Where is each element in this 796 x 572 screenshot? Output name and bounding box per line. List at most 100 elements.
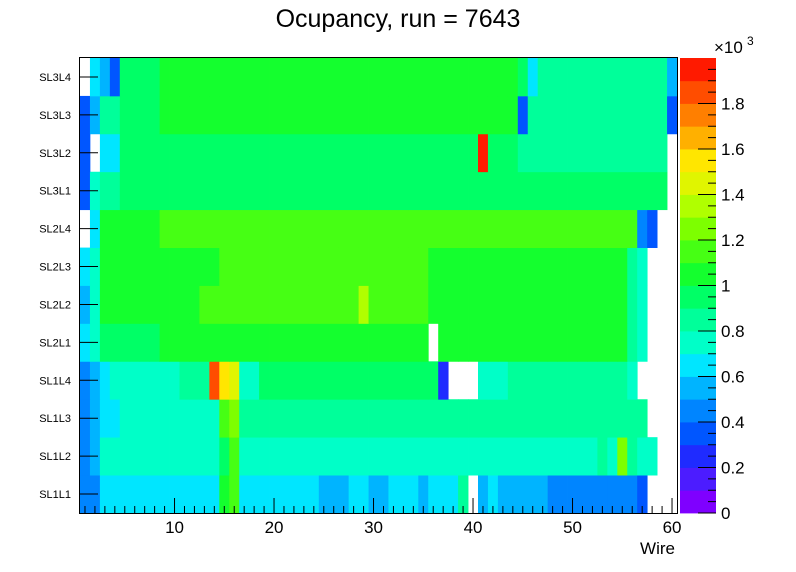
- heatmap-cell: [388, 95, 399, 135]
- heatmap-cell: [348, 58, 359, 97]
- heatmap-cell: [259, 171, 270, 211]
- heatmap-cell: [597, 209, 608, 248]
- colorbar-segment: [680, 422, 716, 446]
- heatmap-cell: [378, 171, 389, 211]
- heatmap-cell: [428, 247, 439, 286]
- heatmap-cells: [80, 58, 678, 514]
- heatmap-cell: [159, 209, 170, 248]
- colorbar-segment: [680, 194, 716, 218]
- heatmap-cell: [478, 247, 489, 286]
- heatmap-cell: [149, 361, 160, 400]
- heatmap-cell: [229, 247, 240, 286]
- heatmap-cell: [119, 95, 131, 135]
- heatmap-cell: [438, 285, 449, 324]
- heatmap-cell: [279, 209, 290, 248]
- heatmap-cell: [497, 95, 509, 135]
- heatmap-cell: [249, 399, 260, 438]
- heatmap-cell: [298, 209, 310, 248]
- heatmap-cell: [249, 58, 260, 97]
- heatmap-cell: [209, 171, 220, 211]
- heatmap-cell: [209, 399, 220, 438]
- heatmap-cell: [607, 437, 618, 476]
- heatmap-cell: [577, 171, 588, 211]
- heatmap-cell: [99, 437, 111, 476]
- heatmap-cell: [627, 399, 638, 438]
- heatmap-cell: [338, 285, 350, 324]
- colorbar-tick-label: 1.4: [721, 186, 745, 205]
- heatmap-cell: [448, 58, 459, 97]
- heatmap-cell: [408, 133, 419, 173]
- heatmap-cell: [139, 285, 151, 324]
- heatmap-cell: [219, 475, 230, 514]
- heatmap-cell: [448, 323, 459, 362]
- heatmap-cell: [169, 475, 180, 514]
- heatmap-cell: [358, 133, 369, 173]
- heatmap-cell: [458, 95, 469, 135]
- heatmap-cell: [368, 437, 379, 476]
- heatmap-cell: [348, 247, 359, 286]
- heatmap-cell: [318, 209, 330, 248]
- heatmap-cell: [298, 361, 310, 400]
- heatmap-cell: [368, 399, 379, 438]
- heatmap-cell: [637, 475, 648, 514]
- heatmap-cell: [398, 323, 409, 362]
- heatmap-cell: [438, 437, 449, 476]
- x-tick-label: 20: [265, 518, 284, 537]
- heatmap-cell: [338, 437, 350, 476]
- heatmap-cell: [129, 58, 141, 97]
- heatmap-cell: [547, 58, 558, 97]
- heatmap-cell: [507, 171, 519, 211]
- heatmap-cell: [328, 133, 340, 173]
- heatmap-cell: [527, 285, 539, 324]
- heatmap-cell: [398, 95, 409, 135]
- heatmap-cell: [517, 247, 529, 286]
- heatmap-cell: [358, 209, 369, 248]
- heatmap-cell: [249, 209, 260, 248]
- heatmap-cell: [607, 285, 618, 324]
- heatmap-cell: [169, 171, 180, 211]
- heatmap-cell: [617, 399, 628, 438]
- heatmap-cell: [129, 171, 141, 211]
- heatmap-cell: [627, 475, 638, 514]
- heatmap-cell: [517, 285, 529, 324]
- heatmap-cell: [667, 95, 678, 135]
- heatmap-cell: [428, 58, 439, 97]
- y-tick-label: SL1L4: [39, 375, 71, 387]
- heatmap-cell: [537, 361, 549, 400]
- heatmap-cell: [328, 209, 340, 248]
- heatmap-cell: [607, 171, 618, 211]
- heatmap-cell: [209, 361, 220, 400]
- heatmap-cell: [577, 399, 588, 438]
- heatmap-cell: [438, 361, 449, 400]
- heatmap-cell: [149, 171, 160, 211]
- heatmap-cell: [129, 209, 141, 248]
- colorbar-segment: [680, 240, 716, 264]
- heatmap-cell: [587, 95, 598, 135]
- heatmap-cell: [249, 437, 260, 476]
- heatmap-cell: [388, 171, 399, 211]
- heatmap-cell: [229, 323, 240, 362]
- heatmap-cell: [517, 437, 529, 476]
- colorbar-segment: [680, 58, 716, 82]
- heatmap-cell: [418, 171, 429, 211]
- heatmap-cell: [179, 361, 190, 400]
- heatmap-cell: [149, 247, 160, 286]
- heatmap-cell: [587, 285, 598, 324]
- heatmap-cell: [259, 399, 270, 438]
- heatmap-cell: [368, 209, 379, 248]
- heatmap-cell: [438, 475, 449, 514]
- heatmap-cell: [418, 95, 429, 135]
- heatmap-cell: [408, 285, 419, 324]
- heatmap-cell: [199, 323, 210, 362]
- heatmap-cell: [527, 247, 539, 286]
- heatmap-cell: [358, 95, 369, 135]
- heatmap-cell: [398, 247, 409, 286]
- heatmap-cell: [567, 475, 578, 514]
- heatmap-cell: [657, 95, 668, 135]
- heatmap-cell: [179, 95, 190, 135]
- heatmap-cell: [119, 133, 131, 173]
- heatmap-cell: [279, 133, 290, 173]
- heatmap-cell: [458, 133, 469, 173]
- heatmap-cell: [448, 399, 459, 438]
- heatmap-cell: [408, 361, 419, 400]
